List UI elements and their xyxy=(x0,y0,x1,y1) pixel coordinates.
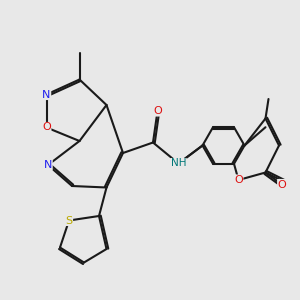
Text: NH: NH xyxy=(171,158,186,169)
Text: N: N xyxy=(42,89,51,100)
Text: N: N xyxy=(44,160,52,170)
Text: O: O xyxy=(278,179,286,190)
Text: S: S xyxy=(65,215,73,226)
Text: O: O xyxy=(234,175,243,185)
Text: O: O xyxy=(153,106,162,116)
Text: O: O xyxy=(42,122,51,133)
